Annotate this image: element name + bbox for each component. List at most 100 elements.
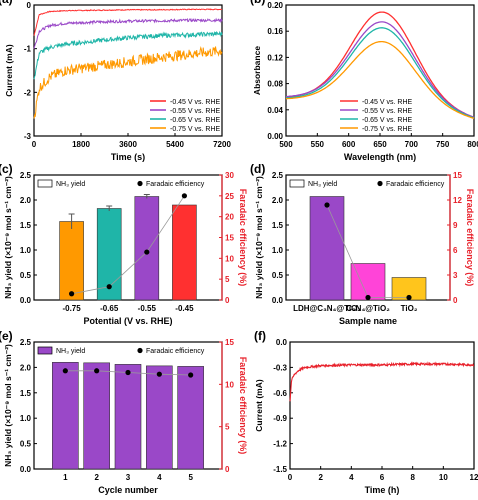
x-tick-label: 0 bbox=[288, 473, 293, 482]
category-label: 4 bbox=[157, 473, 162, 482]
y-tick-label: 1.0 bbox=[20, 246, 32, 255]
y2-tick-label: 20 bbox=[225, 213, 234, 222]
y-tick-label: 1.5 bbox=[20, 221, 32, 230]
x-axis-label: Sample name bbox=[339, 316, 397, 326]
panel-label: (b) bbox=[250, 0, 265, 6]
category-label: -0.45 bbox=[175, 304, 194, 313]
y-axis-label: Current (mA) bbox=[4, 44, 14, 97]
y-tick-label: 0.0 bbox=[20, 465, 32, 474]
y-tick-label: 0.0 bbox=[20, 296, 32, 305]
y-tick-label: 2.0 bbox=[20, 196, 32, 205]
legend-entry: NH₃ yield bbox=[56, 181, 85, 188]
x-tick-label: 550 bbox=[311, 140, 325, 149]
fe-point bbox=[106, 284, 112, 290]
legend-entry: Faradaic efficiency bbox=[386, 181, 445, 188]
y2-tick-label: 10 bbox=[225, 380, 234, 389]
fe-point bbox=[62, 368, 68, 374]
y2-tick-label: 6 bbox=[453, 246, 458, 255]
category-label: 3 bbox=[126, 473, 131, 482]
y-tick-label: 0.5 bbox=[272, 271, 284, 280]
x-tick-label: 10 bbox=[439, 473, 448, 482]
y2-tick-label: 5 bbox=[225, 275, 230, 284]
bar bbox=[83, 362, 110, 470]
x-axis-label: Cycle number bbox=[98, 485, 158, 495]
legend-swatch bbox=[37, 179, 53, 188]
y-axis-label: NH₃ yield (×10⁻⁹ mol s⁻¹ cm⁻²) bbox=[254, 176, 264, 299]
y-tick-label: 0.5 bbox=[20, 271, 32, 280]
fe-point bbox=[94, 368, 100, 374]
fe-point bbox=[125, 369, 131, 376]
y2-tick-label: 15 bbox=[453, 171, 462, 180]
legend-marker bbox=[137, 347, 143, 354]
fe-point bbox=[365, 294, 371, 301]
bar bbox=[146, 365, 173, 470]
x-tick-label: 7200 bbox=[213, 140, 231, 149]
y-tick-label: 0.5 bbox=[20, 440, 32, 449]
y-tick-label: 2.0 bbox=[272, 196, 284, 205]
bar bbox=[309, 196, 345, 301]
y-tick-label: 0.0 bbox=[276, 338, 288, 347]
category-label: 2 bbox=[94, 473, 99, 482]
x-axis-label: Time (h) bbox=[365, 485, 400, 495]
legend-entry: -0.65 V vs. RHE bbox=[362, 117, 413, 124]
legend-swatch bbox=[289, 179, 305, 188]
x-tick-label: 750 bbox=[436, 140, 450, 149]
y2-tick-label: 25 bbox=[225, 192, 234, 201]
bar bbox=[114, 364, 142, 470]
x-tick-label: 12 bbox=[470, 473, 478, 482]
x-tick-label: 2 bbox=[318, 473, 323, 482]
fe-point bbox=[144, 249, 150, 255]
y-tick-label: 0.08 bbox=[267, 80, 283, 89]
y-tick-label: 0.12 bbox=[267, 53, 283, 62]
x-tick-label: 1800 bbox=[72, 140, 90, 149]
x-tick-label: 800 bbox=[467, 140, 478, 149]
bar bbox=[177, 366, 204, 470]
x-tick-label: 600 bbox=[342, 140, 356, 149]
y-tick-label: 0.00 bbox=[267, 132, 283, 141]
y-axis-label: NH₃ yield (×10⁻⁹ mol s⁻¹ cm⁻²) bbox=[3, 176, 13, 299]
fe-point bbox=[188, 372, 194, 378]
category-label: 5 bbox=[188, 473, 193, 482]
legend-entry: Faradaic efficiency bbox=[146, 181, 205, 188]
bar bbox=[59, 221, 84, 301]
y-tick-label: -1 bbox=[24, 45, 32, 54]
y-tick-label: 0.20 bbox=[267, 1, 283, 10]
fe-point bbox=[69, 291, 75, 297]
legend-marker bbox=[377, 180, 383, 187]
bar bbox=[52, 362, 79, 470]
y-tick-label: 1.0 bbox=[20, 414, 32, 423]
y-tick-label: 0.04 bbox=[267, 106, 283, 115]
y2-tick-label: 0 bbox=[225, 465, 230, 474]
y2-tick-label: 5 bbox=[225, 423, 230, 432]
x-tick-label: 8 bbox=[410, 473, 415, 482]
y2-tick-label: 3 bbox=[453, 271, 458, 280]
y2-tick-label: 30 bbox=[225, 171, 234, 180]
y-axis-label: Current (mA) bbox=[254, 379, 264, 432]
legend-entry: NH₃ yield bbox=[56, 348, 85, 355]
x-tick-label: 4 bbox=[349, 473, 354, 482]
y-tick-label: 2.5 bbox=[20, 338, 32, 347]
panel-label: (a) bbox=[0, 0, 13, 6]
category-label: -0.55 bbox=[138, 304, 157, 313]
legend-entry: Faradaic efficiency bbox=[146, 348, 205, 355]
y-tick-label: -0.3 bbox=[273, 363, 287, 372]
bar bbox=[172, 204, 197, 301]
panel-label: (e) bbox=[0, 329, 13, 343]
y2-tick-label: 0 bbox=[453, 296, 458, 305]
legend-entry: -0.65 V vs. RHE bbox=[170, 117, 221, 124]
legend-entry: -0.75 V vs. RHE bbox=[170, 126, 221, 133]
panel-label: (f) bbox=[254, 329, 266, 343]
x-tick-label: 3600 bbox=[119, 140, 137, 149]
legend-entry: -0.45 V vs. RHE bbox=[170, 99, 221, 106]
y-tick-label: -3 bbox=[24, 132, 32, 141]
category-label: LDH@C₃N₄@TiO₂ bbox=[293, 304, 361, 313]
y-tick-label: 1.5 bbox=[272, 221, 284, 230]
y2-tick-label: 9 bbox=[453, 221, 458, 230]
category-label: C₃N₄@TiO₂ bbox=[346, 304, 390, 313]
y-tick-label: 1.0 bbox=[272, 246, 284, 255]
y2-tick-label: 0 bbox=[225, 296, 230, 305]
series-line bbox=[285, 21, 475, 118]
fe-point bbox=[156, 371, 162, 377]
series-line bbox=[33, 8, 223, 36]
